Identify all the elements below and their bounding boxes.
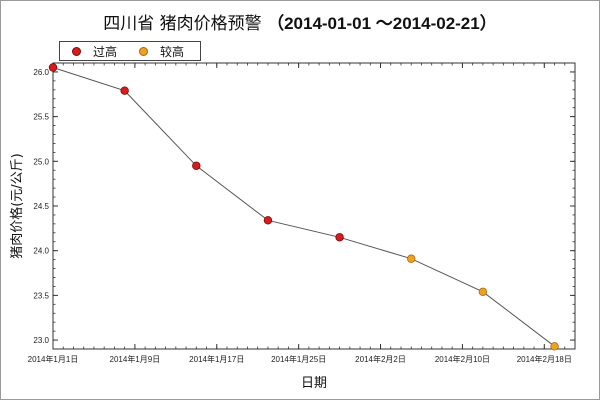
- x-tick-label: 2014年2月2日: [355, 354, 406, 364]
- legend-item-high: 过高: [72, 43, 117, 60]
- y-tick-label: 26.0: [33, 68, 49, 77]
- data-point: [192, 161, 201, 170]
- legend-marker-high: [72, 46, 81, 56]
- x-tick-label: 2014年2月18日: [517, 354, 572, 364]
- y-axis-title: 猪肉价格(元/公斤): [9, 153, 25, 259]
- x-tick-label: 2014年2月10日: [435, 354, 490, 364]
- chart-title-main: 四川省 猪肉价格预警: [103, 14, 262, 34]
- x-tick-label: 2014年1月9日: [110, 354, 161, 364]
- x-tick-label: 2014年1月1日: [28, 354, 79, 364]
- y-tick-label: 24.5: [33, 202, 49, 211]
- series-line: [52, 67, 555, 347]
- y-tick-label: 25.0: [33, 157, 49, 166]
- data-point: [550, 342, 559, 351]
- legend-marker-elevated: [139, 46, 149, 56]
- legend-item-elevated: 较高: [139, 43, 184, 60]
- x-tick-label: 2014年1月25日: [271, 354, 326, 364]
- y-tick-label: 23.5: [33, 291, 49, 300]
- plot-area-border: [52, 62, 576, 350]
- y-tick-label: 25.5: [33, 113, 49, 122]
- data-point: [478, 287, 488, 296]
- y-tick-label: 23.0: [33, 336, 49, 345]
- chart-title: 四川省 猪肉价格预警 （2014-01-01 ～2014-02-21）: [1, 9, 599, 34]
- chart-legend: 过高 较高: [59, 41, 201, 61]
- x-tick-label: 2014年1月17日: [189, 354, 244, 364]
- x-axis-title: 日期: [301, 376, 327, 391]
- data-point: [263, 216, 273, 225]
- data-point: [407, 254, 416, 263]
- chart-title-range: （2014-01-01 ～2014-02-21）: [267, 14, 497, 33]
- data-point: [335, 233, 344, 242]
- legend-label-high: 过高: [93, 44, 118, 59]
- data-point: [120, 86, 129, 95]
- y-tick-label: 24.0: [33, 247, 49, 256]
- legend-label-elevated: 较高: [160, 44, 185, 59]
- data-point: [48, 63, 58, 72]
